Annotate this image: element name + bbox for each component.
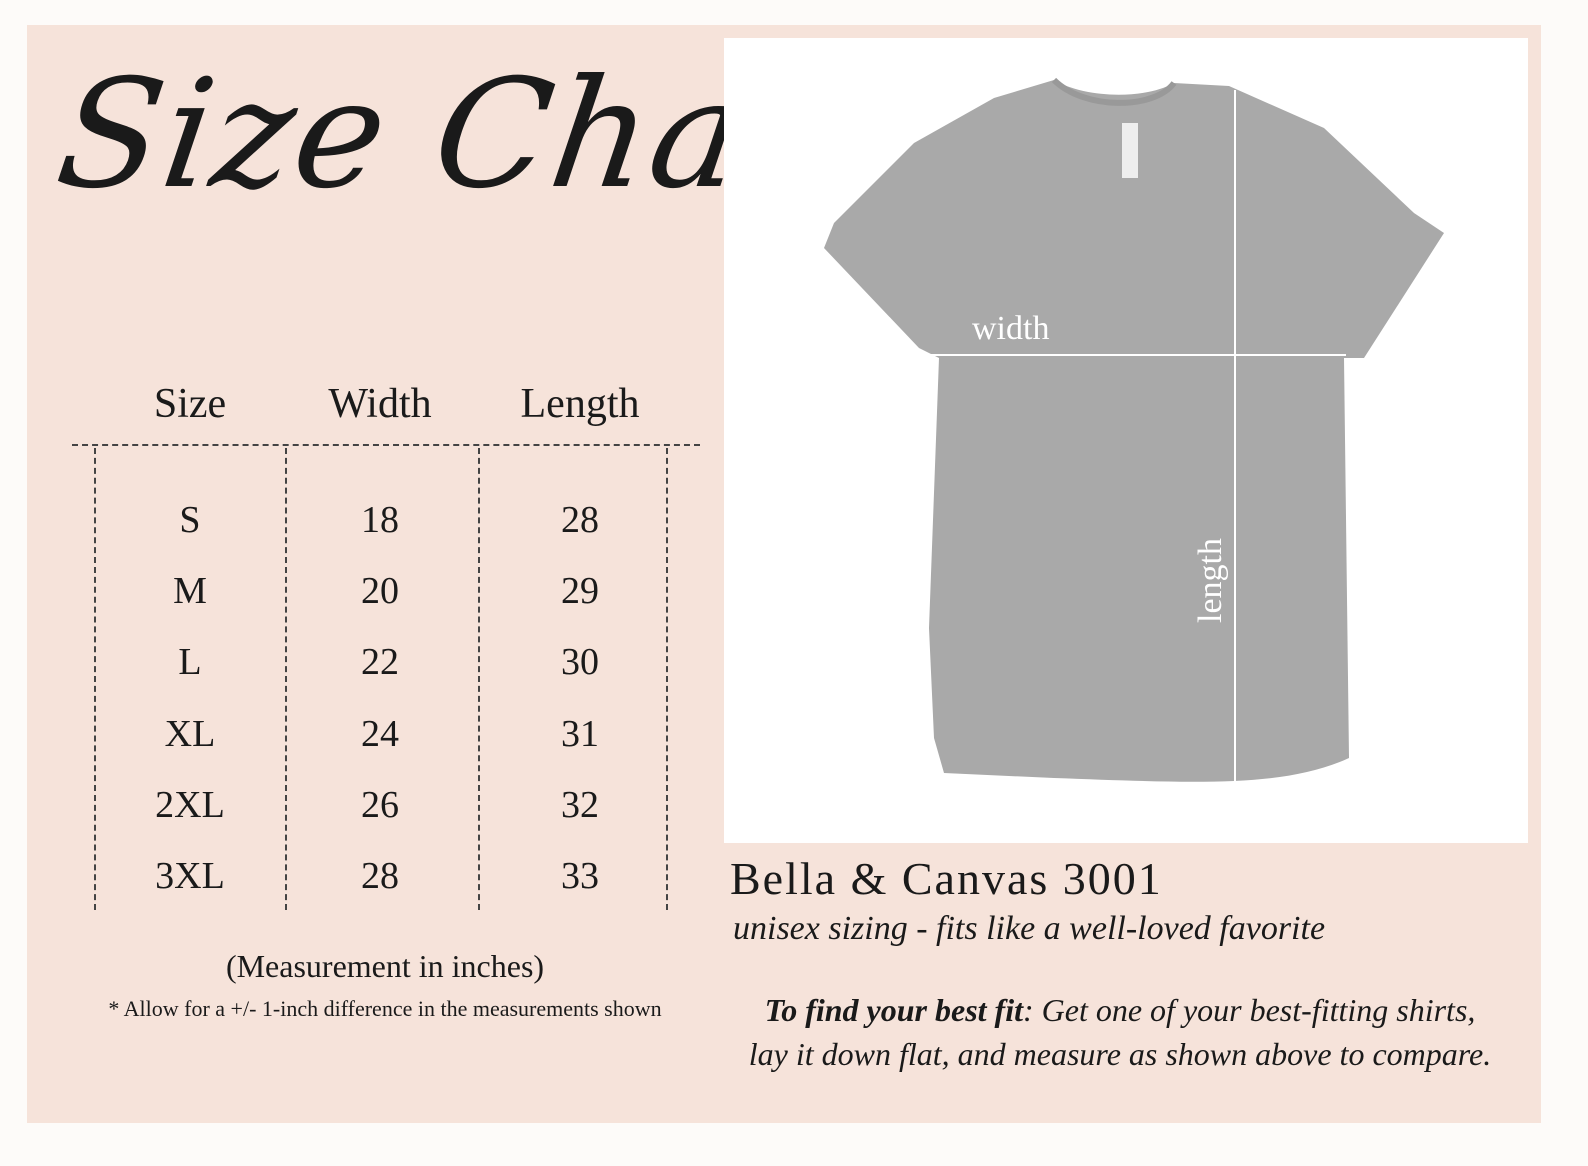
allowance-note: * Allow for a +/- 1-inch difference in t…: [108, 996, 662, 1021]
width-cell: 28: [361, 855, 399, 897]
length-cell: 31: [561, 713, 599, 755]
fit-text: : Get one of your best-fitting shirts,: [1022, 992, 1476, 1028]
header-length: Length: [520, 381, 640, 427]
length-cell: 30: [561, 641, 599, 683]
shirt-diagram: width length: [724, 38, 1528, 843]
length-cell: 29: [561, 570, 599, 612]
tshirt-shape: [824, 80, 1444, 782]
product-tagline: unisex sizing - fits like a well-loved f…: [733, 910, 1326, 947]
divider: [285, 448, 287, 910]
size-cell: XL: [164, 713, 216, 755]
size-cell: S: [179, 499, 201, 541]
size-cell: M: [173, 570, 207, 612]
fit-heading: To find your best fit: [764, 992, 1023, 1028]
length-cell: 32: [561, 784, 599, 826]
width-cell: 26: [361, 784, 399, 826]
width-cell: 20: [361, 570, 399, 612]
fit-instructions: To find your best fit: Get one of your b…: [700, 988, 1540, 1076]
size-cell: L: [178, 641, 202, 683]
length-cell: 28: [561, 499, 599, 541]
divider: [666, 448, 668, 910]
unit-note: (Measurement in inches): [225, 948, 545, 984]
width-label: width: [972, 310, 1050, 347]
length-label: length: [1192, 538, 1229, 623]
length-cell: 33: [561, 855, 599, 897]
header-width: Width: [328, 381, 432, 427]
size-cell: 2XL: [155, 784, 225, 826]
divider: [94, 448, 96, 910]
tshirt-image: [824, 77, 1444, 786]
width-cell: 22: [361, 641, 399, 683]
width-cell: 18: [361, 499, 399, 541]
fit-text: lay it down flat, and measure as shown a…: [748, 1036, 1492, 1072]
size-cell: 3XL: [155, 855, 225, 897]
divider: [478, 448, 480, 910]
product-name: Bella & Canvas 3001: [730, 853, 1163, 904]
header-size: Size: [153, 381, 227, 427]
divider: [72, 444, 700, 446]
width-cell: 24: [361, 713, 399, 755]
